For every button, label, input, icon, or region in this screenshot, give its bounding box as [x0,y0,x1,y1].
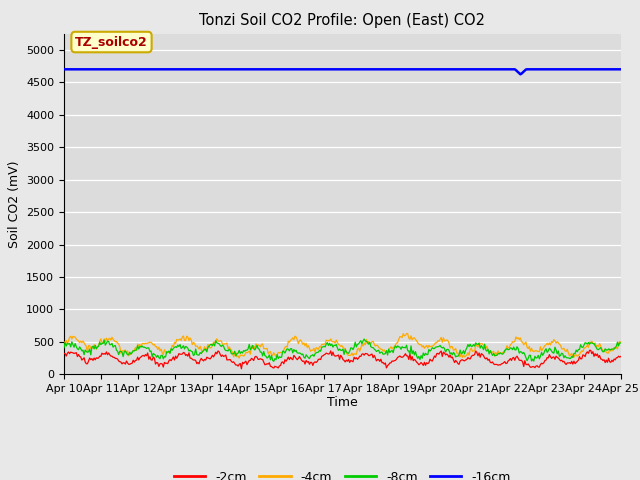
Title: Tonzi Soil CO2 Profile: Open (East) CO2: Tonzi Soil CO2 Profile: Open (East) CO2 [200,13,485,28]
X-axis label: Time: Time [327,396,358,408]
Text: TZ_soilco2: TZ_soilco2 [75,36,148,48]
Legend: -2cm, -4cm, -8cm, -16cm: -2cm, -4cm, -8cm, -16cm [169,466,516,480]
Y-axis label: Soil CO2 (mV): Soil CO2 (mV) [8,160,20,248]
